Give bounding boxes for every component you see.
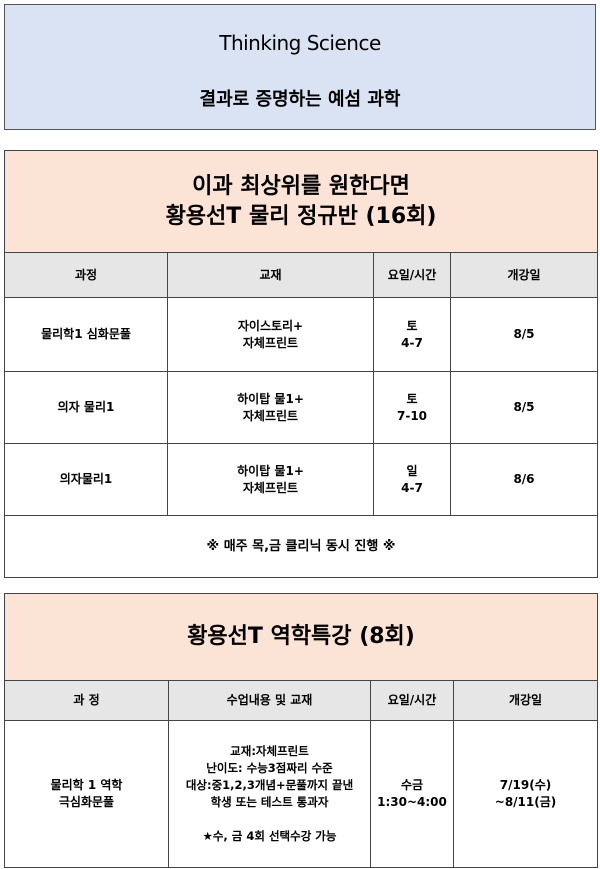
book-cell: 하이탑 물1+ 자체프린트 — [167, 371, 374, 444]
course-cell: 물리학1 심화문풀 — [4, 297, 168, 372]
header-banner: Thinking Science 결과로 증명하는 예섬 과학 — [4, 4, 596, 130]
col-day-time: 요일/시간 — [370, 680, 454, 721]
table-row: 물리학 1 역학 극심화문풀 교재:자체프린트 난이도: 수능3점짜리 수준 대상:중… — [4, 720, 599, 868]
col-course: 과 정 — [4, 680, 169, 721]
header-subtitle: 결과로 증명하는 예섬 과학 — [199, 89, 401, 110]
start-cell: 8/6 — [450, 443, 598, 516]
table-row: 의자 물리1 하이탑 물1+ 자체프린트 토 7-10 8/5 — [4, 371, 598, 444]
day-time-cell: 일 4-7 — [373, 443, 451, 516]
day-time-cell: 수금 1:30~4:00 — [370, 720, 454, 868]
special-class-table: 황용선T 역학특강 (8회) 과 정 수업내용 및 교재 요일/시간 개강일 물… — [3, 593, 599, 868]
content-cell: 교재:자체프린트 난이도: 수능3점짜리 수준 대상:중1,2,3개념+문풀까지 끝… — [168, 720, 371, 868]
book-cell: 하이탑 물1+ 자체프린트 — [167, 443, 374, 516]
start-cell: 8/5 — [450, 371, 598, 444]
col-content: 수업내용 및 교재 — [168, 680, 371, 721]
regular-class-title: 이과 최상위를 원한다면 황용선T 물리 정규반 (16회) — [4, 150, 598, 253]
course-cell: 의자 물리1 — [4, 371, 168, 444]
special-class-title: 황용선T 역학특강 (8회) — [3, 593, 599, 681]
col-day-time: 요일/시간 — [373, 252, 451, 298]
col-course: 과정 — [4, 252, 168, 298]
table-row: 물리학1 심화문풀 자이스토리+ 자체프린트 토 4-7 8/5 — [4, 297, 598, 372]
regular-class-table: 이과 최상위를 원한다면 황용선T 물리 정규반 (16회) 과정 교재 요일/시… — [4, 150, 598, 578]
course-cell: 물리학 1 역학 극심화문풀 — [4, 720, 169, 868]
clinic-note: ※ 매주 목,금 클리닉 동시 진행 ※ — [4, 515, 598, 578]
col-start-date: 개강일 — [450, 252, 598, 298]
start-cell: 8/5 — [450, 297, 598, 372]
start-cell: 7/19(수) ~8/11(금) — [452, 720, 599, 868]
header-title: Thinking Science — [219, 31, 381, 55]
day-time-cell: 토 7-10 — [373, 371, 451, 444]
table-row: 의자물리1 하이탑 물1+ 자체프린트 일 4-7 8/6 — [4, 443, 598, 516]
col-start-date: 개강일 — [452, 680, 599, 721]
day-time-cell: 토 4-7 — [373, 297, 451, 372]
col-book: 교재 — [167, 252, 374, 298]
book-cell: 자이스토리+ 자체프린트 — [167, 297, 374, 372]
course-cell: 의자물리1 — [4, 443, 168, 516]
